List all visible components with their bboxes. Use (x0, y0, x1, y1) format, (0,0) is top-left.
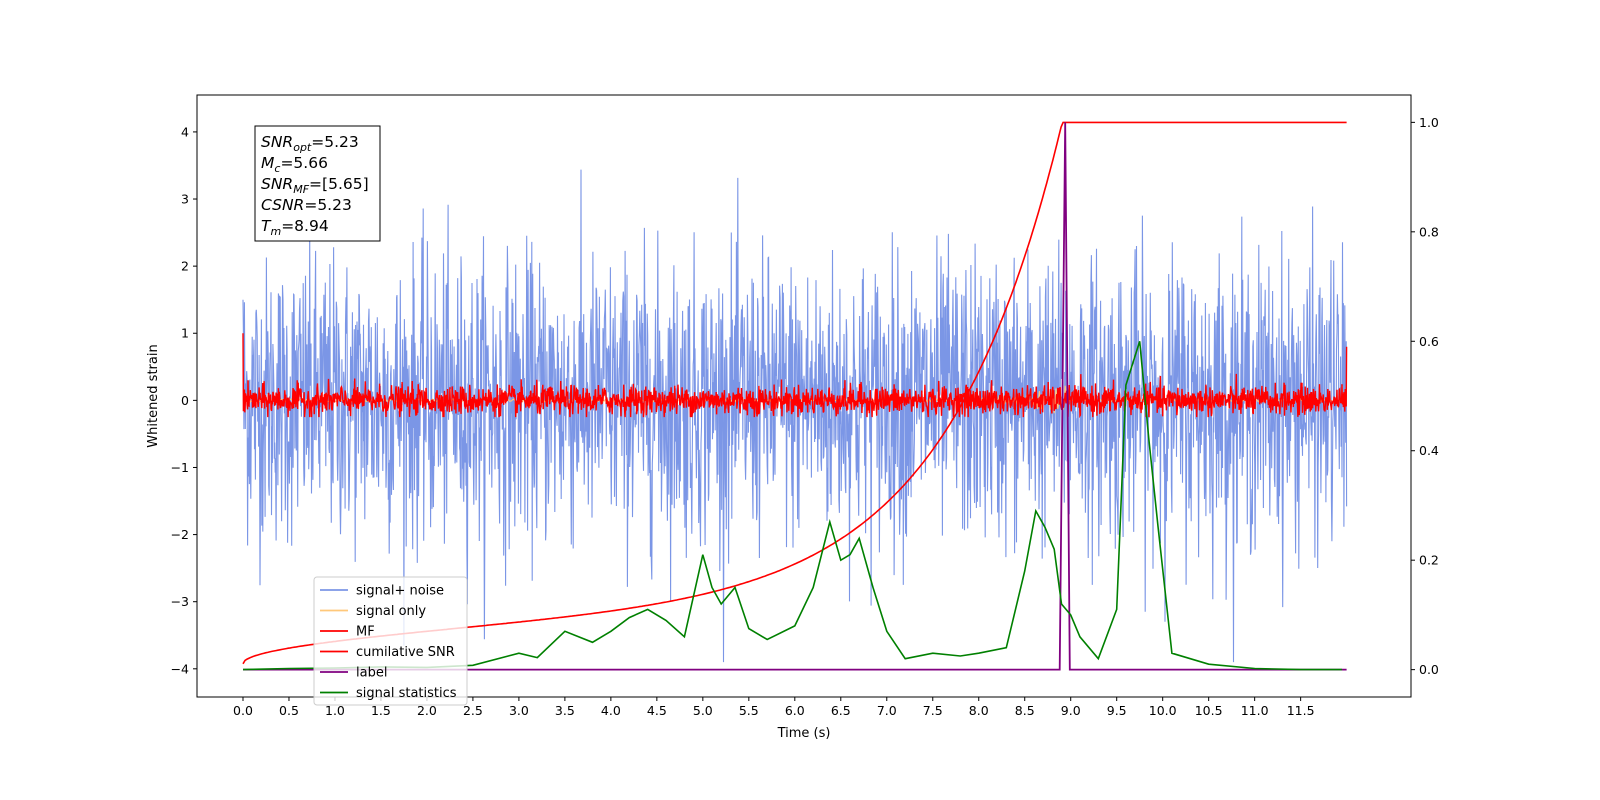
y-axis-label: Whitened strain (146, 344, 161, 447)
annotation-frame (254, 125, 381, 242)
x-tick-label: 9.0 (1061, 703, 1081, 718)
x-tick-label: 2.0 (417, 703, 437, 718)
legend-label: signal statistics (356, 686, 457, 701)
x-tick-label: 0.0 (233, 703, 253, 718)
annotation-line: Mc=5.66 (261, 154, 328, 175)
y-left-tick-label: −2 (171, 527, 189, 542)
x-tick-label: 11.0 (1241, 703, 1269, 718)
legend-label: label (356, 666, 387, 681)
y-right-tick-label: 0.8 (1419, 224, 1439, 239)
x-axis: 0.0 0.5 1.0 1.5 2.0 2.5 3.0 3.5 4.0 4.5 5.0 5.5 6.0 6… (233, 697, 1315, 718)
y-left-tick-label: −4 (171, 661, 189, 676)
x-tick-label: 8.0 (969, 703, 989, 718)
x-tick-label: 1.5 (371, 703, 391, 718)
x-tick-label: 9.5 (1107, 703, 1127, 718)
y-right-tick-label: 1.0 (1419, 115, 1439, 130)
y-right-tick-label: 0.2 (1419, 553, 1439, 568)
legend-frame (313, 576, 468, 706)
legend-label: MF (356, 625, 375, 640)
y-left-tick-label: 4 (181, 124, 189, 139)
legend-label: cumilative SNR (356, 645, 455, 660)
x-tick-label: 3.0 (509, 703, 529, 718)
x-tick-label: 2.5 (463, 703, 483, 718)
y-right-tick-label: 0.4 (1419, 443, 1439, 458)
x-tick-label: 6.0 (785, 703, 805, 718)
y-right-tick-label: 0.0 (1419, 662, 1439, 677)
y-left-tick-label: 3 (181, 192, 189, 207)
x-tick-label: 10.5 (1195, 703, 1223, 718)
legend-label: signal only (356, 604, 426, 619)
x-tick-label: 5.0 (693, 703, 713, 718)
legend: signal+ noise signal only MF cumilative SNR… (313, 576, 468, 706)
y-axis-left: 4 3 2 1 0 −1 −2 −3 −4 (171, 124, 197, 676)
signal-statistics-line (242, 341, 1342, 671)
annotation-line: SNRopt=5.23 (261, 133, 359, 154)
y-right-tick-label: 0.6 (1419, 334, 1439, 349)
y-left-tick-label: 0 (181, 393, 189, 408)
x-tick-label: 4.0 (601, 703, 621, 718)
x-tick-label: 3.5 (555, 703, 575, 718)
x-tick-label: 8.5 (1015, 703, 1035, 718)
mf-line (242, 333, 1348, 419)
label-line (243, 122, 1347, 671)
x-tick-label: 11.5 (1287, 703, 1315, 718)
annotation-line: SNRMF=[5.65] (261, 175, 369, 196)
signal-noise-line (242, 169, 1348, 663)
legend-label: signal+ noise (356, 584, 444, 599)
x-tick-label: 10.0 (1149, 703, 1177, 718)
x-tick-label: 5.5 (739, 703, 759, 718)
annotation-line: Tm=8.94 (261, 217, 329, 238)
y-left-tick-label: 2 (181, 259, 189, 274)
y-axis-right: 1.0 0.8 0.6 0.4 0.2 0.0 (1411, 115, 1439, 677)
y-left-tick-label: −1 (171, 460, 189, 475)
x-tick-label: 1.0 (325, 703, 345, 718)
x-axis-label: Time (s) (777, 726, 831, 741)
x-tick-label: 4.5 (647, 703, 667, 718)
x-tick-label: 7.5 (923, 703, 943, 718)
y-left-tick-label: 1 (181, 326, 189, 341)
annotation-line: CSNR=5.23 (261, 196, 352, 214)
mf-series (242, 333, 1348, 419)
x-tick-label: 6.5 (831, 703, 851, 718)
x-tick-label: 0.5 (279, 703, 299, 718)
y-left-tick-label: −3 (171, 594, 189, 609)
axes-frame (196, 94, 1412, 698)
x-tick-label: 7.0 (877, 703, 897, 718)
